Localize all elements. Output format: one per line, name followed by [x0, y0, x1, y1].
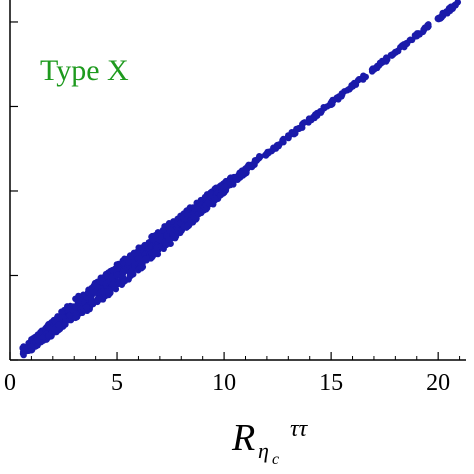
data-point — [109, 281, 117, 288]
data-point — [212, 196, 220, 203]
data-point — [391, 48, 399, 56]
data-point — [402, 40, 410, 48]
data-point — [119, 271, 126, 279]
data-point — [58, 308, 65, 315]
x-tick-label: 20 — [426, 370, 450, 396]
data-point — [55, 321, 62, 329]
data-point — [381, 57, 389, 65]
data-point — [306, 116, 314, 124]
data-point — [274, 141, 282, 149]
data-point — [252, 156, 260, 165]
data-point — [120, 278, 127, 286]
points-layer — [19, 0, 462, 359]
data-point — [126, 272, 134, 279]
data-point — [162, 241, 170, 248]
data-point — [190, 213, 197, 220]
x-axis-label-main: R — [231, 417, 255, 459]
data-point — [370, 65, 378, 73]
data-point — [83, 304, 90, 311]
data-point — [348, 82, 357, 90]
x-tick-label: 10 — [212, 370, 236, 396]
data-point — [316, 107, 325, 116]
data-point — [423, 23, 432, 31]
data-point — [232, 176, 240, 183]
x-tick-label: 5 — [111, 370, 123, 396]
data-point — [295, 124, 303, 133]
data-point — [187, 219, 195, 226]
x-tick-label: 15 — [319, 370, 343, 396]
data-point — [125, 258, 133, 266]
data-point — [92, 288, 100, 296]
x-axis-label-subsub: c — [272, 451, 279, 468]
data-point — [327, 99, 335, 107]
data-point — [338, 91, 346, 99]
data-point — [217, 192, 224, 199]
x-axis-label-sub: η — [258, 438, 269, 463]
data-point — [451, 1, 459, 9]
data-point — [95, 295, 102, 303]
data-point — [413, 31, 421, 40]
data-point — [195, 211, 202, 218]
data-point — [66, 312, 74, 319]
data-point — [206, 200, 213, 208]
data-point — [359, 74, 367, 82]
data-point — [354, 77, 362, 84]
data-point — [202, 206, 210, 213]
data-point — [72, 303, 79, 311]
data-point — [172, 233, 180, 240]
data-point — [88, 296, 95, 303]
x-axis-label-sup: ττ — [290, 416, 309, 442]
x-tick-label: 0 — [4, 370, 16, 396]
data-point — [138, 265, 145, 272]
data-point — [28, 346, 36, 354]
annotation-label: Type X — [40, 54, 129, 87]
ticks-layer: 0 5 10 15 20 — [4, 21, 461, 396]
x-axis-label: R η c ττ — [231, 416, 309, 468]
axes-layer — [9, 0, 466, 361]
data-point — [280, 139, 287, 146]
data-point — [51, 325, 58, 333]
data-point — [151, 232, 159, 239]
data-point — [45, 332, 52, 339]
data-point — [284, 133, 292, 141]
data-point — [263, 150, 271, 158]
data-point — [72, 314, 79, 322]
